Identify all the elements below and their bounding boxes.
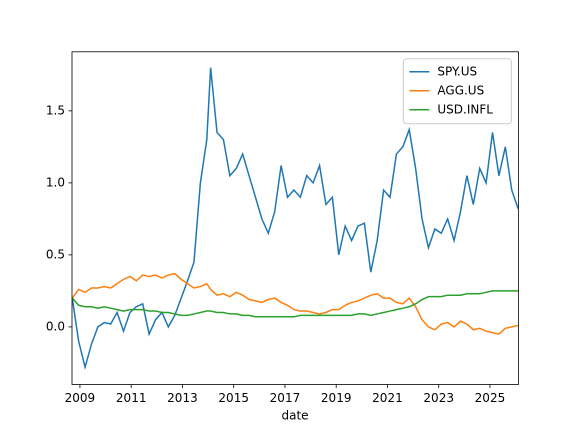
x-tick-label: 2015 [218, 391, 249, 405]
x-tick-label: 2019 [321, 391, 352, 405]
series-line [72, 272, 519, 335]
x-tick-label: 2025 [475, 391, 506, 405]
axes-frame [71, 51, 519, 385]
y-tick-label: 1.0 [46, 175, 65, 189]
series-line [72, 67, 519, 371]
legend-label: USD.INFL [437, 102, 493, 116]
x-tick-label: 2017 [270, 391, 301, 405]
series-line [72, 290, 519, 318]
x-tick-label: 2013 [167, 391, 198, 405]
y-tick-label: 0.5 [46, 247, 65, 261]
x-tick-label: 2011 [116, 391, 147, 405]
legend-box [402, 58, 512, 125]
y-tick-label: 1.5 [46, 103, 65, 117]
x-axis-label: date [281, 409, 308, 423]
y-tick-label: 0.0 [46, 319, 65, 333]
legend-label: SPY.US [437, 64, 477, 78]
legend-label: AGG.US [437, 83, 484, 97]
x-tick-label: 2009 [65, 391, 96, 405]
x-tick-label: 2023 [423, 391, 454, 405]
x-tick-label: 2021 [372, 391, 403, 405]
